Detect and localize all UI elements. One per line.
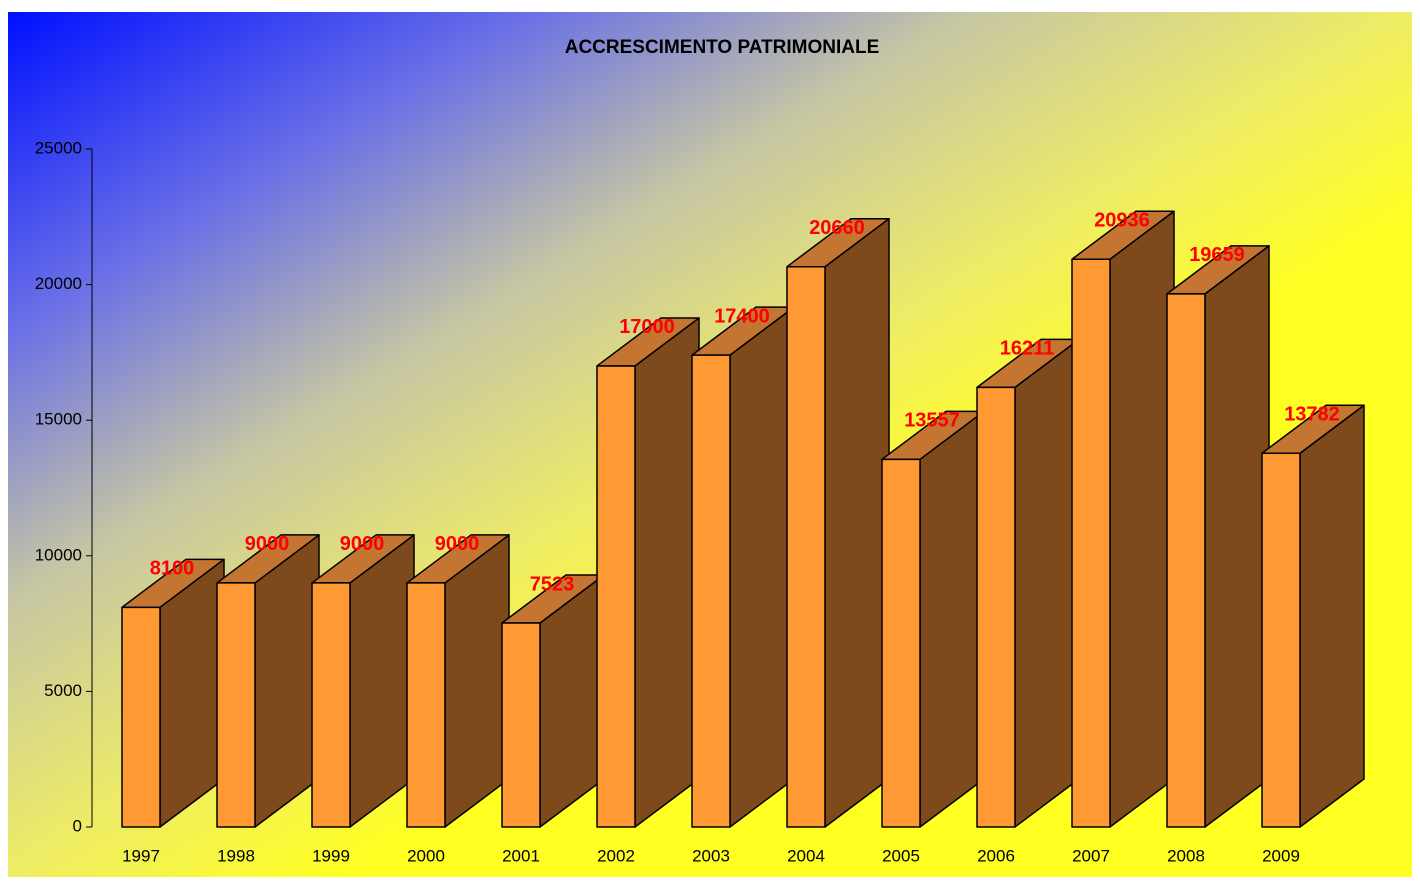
y-tick-label: 20000	[35, 274, 82, 293]
x-tick-label: 2007	[1072, 846, 1110, 865]
bar-side	[1299, 404, 1365, 828]
value-label: 17400	[714, 305, 770, 327]
bar-side	[444, 534, 510, 828]
x-tick-label: 2008	[1167, 846, 1205, 865]
bar	[976, 386, 1016, 828]
value-label: 9000	[245, 533, 290, 555]
value-label: 8100	[150, 558, 195, 580]
bar	[786, 265, 826, 828]
bar	[216, 582, 256, 828]
x-tick-label: 2002	[597, 846, 635, 865]
bar-side	[1014, 338, 1080, 828]
bar-side	[824, 217, 890, 828]
bar	[311, 582, 351, 828]
bar	[1166, 293, 1206, 828]
bar	[1261, 452, 1301, 828]
y-tick-label: 0	[73, 816, 82, 835]
bar	[691, 354, 731, 828]
x-tick-label: 2006	[977, 846, 1015, 865]
bar-side	[634, 317, 700, 828]
x-tick-label: 2001	[502, 846, 540, 865]
bar	[1071, 258, 1111, 828]
chart-title: ACCRESCIMENTO PATRIMONIALE	[565, 37, 880, 58]
x-tick-label: 2000	[407, 846, 445, 865]
x-tick-label: 1998	[217, 846, 255, 865]
bar	[501, 622, 541, 828]
x-tick-label: 1999	[312, 846, 350, 865]
bar-side	[919, 410, 985, 828]
bar-side	[1109, 210, 1175, 828]
bar	[406, 582, 446, 828]
bar	[596, 365, 636, 828]
y-tick-label: 10000	[35, 545, 82, 564]
value-label: 9000	[340, 533, 385, 555]
value-label: 17000	[619, 316, 675, 338]
x-tick-label: 2003	[692, 846, 730, 865]
value-label: 13782	[1284, 404, 1340, 426]
x-tick-label: 2004	[787, 846, 825, 865]
bar-side	[254, 534, 320, 828]
x-tick-label: 2005	[882, 846, 920, 865]
x-tick-label: 1997	[122, 846, 160, 865]
value-label: 7523	[530, 573, 575, 595]
y-tick-label: 15000	[35, 410, 82, 429]
value-label: 13557	[904, 410, 960, 432]
bar-side	[1204, 245, 1270, 828]
value-label: 20660	[809, 217, 865, 239]
bar-side	[729, 306, 795, 828]
value-label: 9000	[435, 533, 480, 555]
bar-side	[349, 534, 415, 828]
value-label: 19659	[1189, 244, 1245, 266]
y-tick-label: 5000	[44, 681, 82, 700]
value-label: 16211	[1000, 338, 1055, 360]
value-label: 20936	[1094, 209, 1150, 231]
y-tick-label: 25000	[35, 138, 82, 157]
bar	[881, 458, 921, 828]
bar	[121, 606, 161, 828]
x-tick-label: 2009	[1262, 846, 1300, 865]
